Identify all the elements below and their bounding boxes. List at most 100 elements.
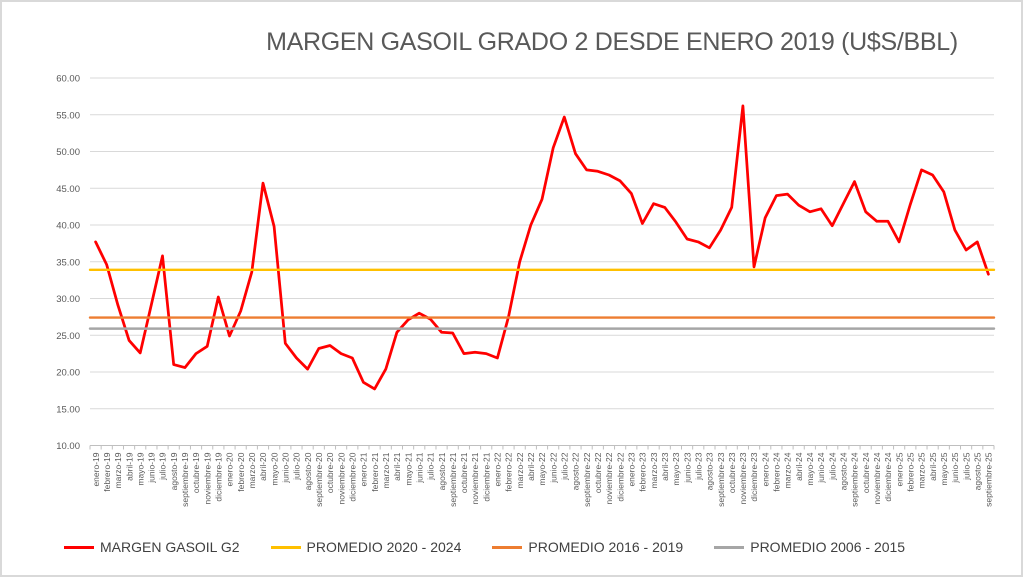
x-axis-label: mayo-23 (671, 452, 681, 485)
y-axis-label: 30.00 (56, 294, 80, 305)
y-axis-label: 50.00 (56, 147, 80, 158)
x-axis-label: agosto-19 (169, 452, 179, 490)
x-axis-label: julio-20 (292, 452, 302, 481)
x-axis-label: febrero-24 (772, 452, 782, 491)
x-axis-label: diciembre-20 (347, 452, 357, 501)
x-axis-label: agosto-24 (839, 452, 849, 490)
x-axis-label: septiembre-22 (582, 452, 592, 507)
x-axis-label: agosto-25 (972, 452, 982, 490)
x-axis-label: abril-21 (392, 452, 402, 481)
x-axis-label: diciembre-19 (214, 452, 224, 501)
x-axis-label: agosto-21 (437, 452, 447, 490)
x-axis-label: octubre-21 (459, 452, 469, 493)
legend-marker-average (492, 545, 523, 549)
x-axis-label: agosto-23 (705, 452, 715, 490)
x-axis-label: junio-23 (682, 452, 692, 484)
x-axis-label: enero-25 (894, 452, 904, 486)
x-axis-label: mayo-24 (805, 452, 815, 485)
x-axis-label: febrero-21 (370, 452, 380, 491)
x-axis-label: julio-22 (560, 452, 570, 481)
x-axis-label: noviembre-22 (604, 452, 614, 504)
legend-marker-average (270, 545, 301, 549)
legend: MARGEN GASOIL G2 PROMEDIO 2020 - 2024 PROM… (64, 539, 905, 555)
x-axis-label: julio-24 (827, 452, 837, 481)
x-axis-label: marzo-19 (113, 452, 123, 488)
chart-title: MARGEN GASOIL GRADO 2 DESDE ENERO 2019 (… (266, 28, 958, 56)
x-axis-label: febrero-19 (102, 452, 112, 491)
x-axis-label: enero-23 (626, 452, 636, 486)
x-axis-label: marzo-22 (515, 452, 525, 488)
x-axis-label: febrero-20 (236, 452, 246, 491)
y-axis-label: 55.00 (56, 110, 80, 121)
y-axis-label: 15.00 (56, 404, 80, 415)
x-axis-label: junio-19 (147, 452, 157, 484)
legend-item: MARGEN GASOIL G2 (64, 539, 240, 555)
x-axis-label: octubre-20 (325, 452, 335, 493)
x-axis-label: agosto-20 (303, 452, 313, 490)
x-axis-label: enero-19 (91, 452, 101, 486)
legend-item: PROMEDIO 2006 - 2015 (714, 539, 905, 555)
legend-label: PROMEDIO 2020 - 2024 (306, 539, 462, 555)
x-axis-label: abril-25 (928, 452, 938, 481)
x-axis-label: febrero-23 (638, 452, 648, 491)
x-axis-label: mayo-22 (537, 452, 547, 485)
legend-marker-series (64, 545, 94, 549)
legend-label: PROMEDIO 2016 - 2019 (528, 539, 684, 555)
x-axis-label: mayo-19 (135, 452, 145, 485)
x-axis-label: marzo-20 (247, 452, 257, 488)
x-axis-label: junio-22 (548, 452, 558, 484)
x-axis-label: junio-25 (950, 452, 960, 484)
y-axis-label: 10.00 (56, 441, 80, 452)
y-axis-label: 60.00 (56, 74, 80, 85)
x-axis-label: enero-20 (225, 452, 235, 486)
x-axis-label: julio-23 (693, 452, 703, 481)
x-axis-label: octubre-24 (861, 452, 871, 493)
x-axis-label: enero-22 (493, 452, 503, 486)
y-axis-label: 20.00 (56, 368, 80, 379)
x-axis-label: septiembre-23 (716, 452, 726, 507)
x-axis-label: septiembre-24 (850, 452, 860, 507)
x-axis-label: julio-25 (961, 452, 971, 481)
legend-item: PROMEDIO 2020 - 2024 (270, 539, 462, 555)
x-axis-label: mayo-21 (403, 452, 413, 485)
x-axis-label: marzo-25 (917, 452, 927, 488)
x-axis-label: febrero-22 (504, 452, 514, 491)
x-axis-label: octubre-23 (727, 452, 737, 493)
x-axis-label: mayo-25 (939, 452, 949, 485)
legend-label: PROMEDIO 2006 - 2015 (750, 539, 906, 555)
y-axis-label: 40.00 (56, 221, 80, 232)
x-axis-label: diciembre-22 (615, 452, 625, 501)
x-axis-label: noviembre-24 (872, 452, 882, 504)
legend-marker-average (714, 545, 745, 549)
x-axis-label: abril-24 (794, 452, 804, 481)
x-axis-label: diciembre-23 (749, 452, 759, 501)
x-axis-label: noviembre-19 (202, 452, 212, 504)
x-axis-label: octubre-19 (191, 452, 201, 493)
x-axis-label: mayo-20 (269, 452, 279, 485)
x-axis-label: diciembre-21 (481, 452, 491, 501)
x-axis-label: agosto-22 (571, 452, 581, 490)
x-axis-label: noviembre-20 (336, 452, 346, 504)
x-axis-label: noviembre-23 (738, 452, 748, 504)
x-axis-label: diciembre-24 (883, 452, 893, 501)
legend-label: MARGEN GASOIL G2 (100, 539, 240, 555)
x-axis-label: enero-21 (359, 452, 369, 486)
x-axis-label: junio-21 (414, 452, 424, 484)
x-axis-label: marzo-24 (783, 452, 793, 488)
x-axis-label: abril-20 (258, 452, 268, 481)
x-axis-label: septiembre-25 (984, 452, 994, 507)
x-axis-label: marzo-21 (381, 452, 391, 488)
x-axis-label: septiembre-20 (314, 452, 324, 507)
x-axis-label: julio-21 (426, 452, 436, 481)
x-axis-label: abril-22 (526, 452, 536, 481)
x-axis-label: junio-20 (281, 452, 291, 484)
data-series-line (94, 104, 990, 391)
y-axis-label: 45.00 (56, 184, 80, 195)
x-axis-label: noviembre-21 (470, 452, 480, 504)
x-axis-label: enero-24 (760, 452, 770, 486)
x-axis-label: octubre-22 (593, 452, 603, 493)
x-axis-label: julio-19 (158, 452, 168, 481)
x-axis-label: septiembre-21 (448, 452, 458, 507)
